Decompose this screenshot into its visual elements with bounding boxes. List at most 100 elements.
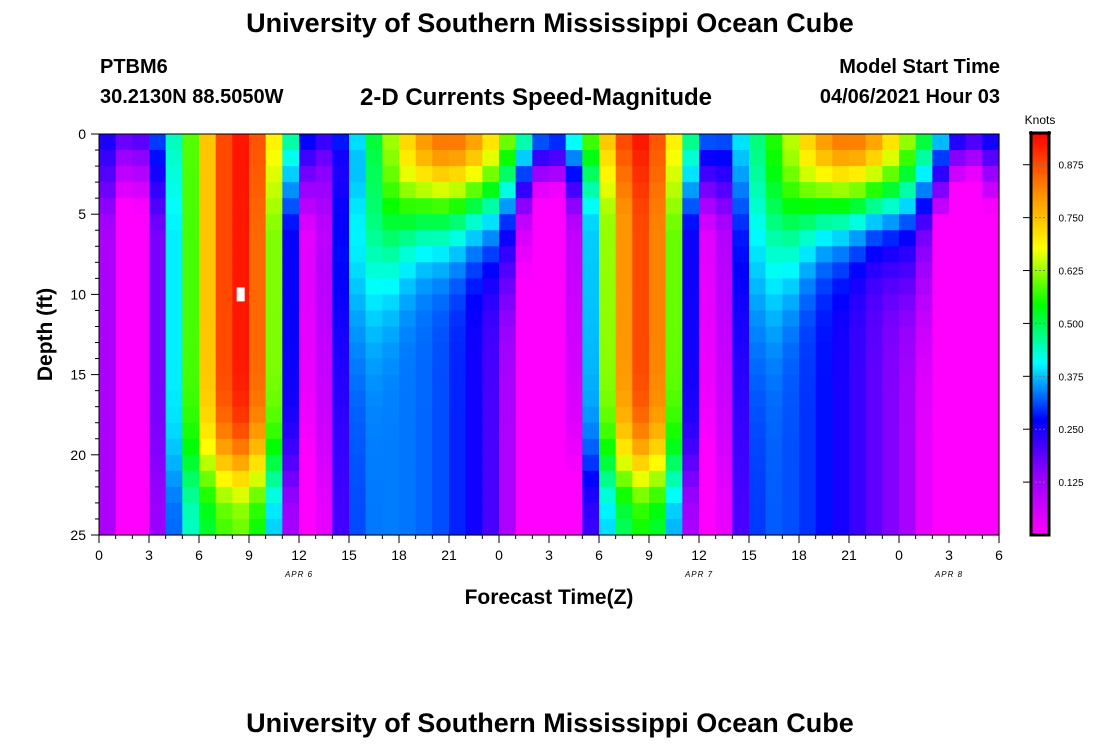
heatmap-cell [849,518,867,536]
heatmap-cell [865,166,883,183]
heatmap-cell [949,134,967,151]
heatmap-cell [332,406,350,424]
heatmap-cell [982,262,1000,279]
heatmap-cell [115,438,133,456]
heatmap-cell [99,454,117,472]
heatmap-cell [182,358,200,376]
heatmap-cell [632,390,650,408]
heatmap-cell [615,454,633,472]
heatmap-cell [399,262,417,279]
heatmap-cell [215,422,233,440]
heatmap-cell [99,134,117,151]
heatmap-cell [399,486,417,504]
heatmap-cell [465,310,483,328]
heatmap-cell [349,214,367,231]
heatmap-cell [315,390,333,408]
heatmap-cell [149,358,167,376]
heatmap-cell [982,134,1000,151]
heatmap-cell [899,278,917,295]
heatmap-cell [832,502,850,520]
heatmap-cell [549,518,567,536]
heatmap-cell [365,182,383,199]
heatmap-cell [632,198,650,215]
heatmap-cell [565,150,583,167]
heatmap-cell [382,454,400,472]
heatmap-cell [565,454,583,472]
heatmap-cell [532,246,550,263]
heatmap-cell [965,150,983,167]
heatmap-cell [415,438,433,456]
heatmap-cell [165,374,183,392]
heatmap-cell [682,486,700,504]
heatmap-cell [99,166,117,183]
heatmap-cell [332,502,350,520]
heatmap-cell [465,454,483,472]
heatmap-cell [182,182,200,199]
heatmap-cell [415,326,433,344]
heatmap-cell [582,518,600,536]
heatmap-cell [165,470,183,488]
heatmap-cell [582,486,600,504]
heatmap-cell [599,134,617,151]
heatmap-cell [899,150,917,167]
colorbar-tick-label: 0.500 [1058,319,1083,330]
heatmap-cell [949,358,967,376]
heatmap-cell [232,230,250,247]
heatmap-cell [165,310,183,328]
heatmap-cell [532,182,550,199]
heatmap-cell [165,182,183,199]
heatmap-cell [782,134,800,151]
heatmap-cell [899,166,917,183]
heatmap-cell [915,390,933,408]
heatmap-cell [732,182,750,199]
heatmap-cell [582,454,600,472]
heatmap-cell [765,294,783,312]
heatmap-cell [949,246,967,263]
heatmap-cell [165,134,183,151]
heatmap-cell [682,422,700,440]
heatmap-cell [499,182,517,199]
heatmap-cell [849,422,867,440]
heatmap-cell [932,278,950,295]
heatmap-cell [382,262,400,279]
heatmap-cell [449,518,467,536]
heatmap-cell [865,278,883,295]
heatmap-cell [165,486,183,504]
heatmap-cell [732,310,750,328]
heatmap-cell [815,182,833,199]
heatmap-cell [865,246,883,263]
heatmap-cell [732,454,750,472]
heatmap-cell [882,502,900,520]
heatmap-cell [99,422,117,440]
heatmap-cell [432,198,450,215]
heatmap-cell [282,214,300,231]
heatmap-cell [549,230,567,247]
heatmap-cell [749,134,767,151]
heatmap-cell [849,454,867,472]
heatmap-cell [982,182,1000,199]
heatmap-cell [682,278,700,295]
heatmap-cell [865,358,883,376]
heatmap-cell [99,406,117,424]
heatmap-cell [599,422,617,440]
heatmap-cell [399,230,417,247]
heatmap-cell [932,294,950,312]
heatmap-cell [949,486,967,504]
heatmap-cell [515,214,533,231]
heatmap-cell [449,502,467,520]
heatmap-cell [682,230,700,247]
heatmap-cell [682,374,700,392]
heatmap-cell [799,406,817,424]
heatmap-cell [115,166,133,183]
heatmap-cell [749,262,767,279]
heatmap-cell [915,470,933,488]
heatmap-cell [482,214,500,231]
heatmap-cell [415,486,433,504]
heatmap-cell [615,134,633,151]
heatmap-cell [399,278,417,295]
heatmap-cell [232,438,250,456]
heatmap-cell [949,406,967,424]
heatmap-cell [565,326,583,344]
heatmap-cell [465,422,483,440]
heatmap-cell [899,198,917,215]
